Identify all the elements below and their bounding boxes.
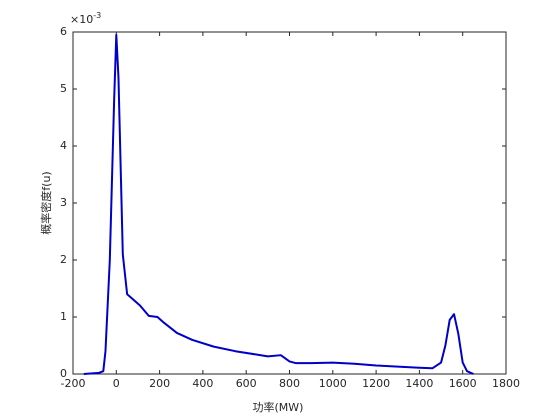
x-tick-label: 0	[113, 377, 120, 390]
y-tick-label: 5	[60, 82, 67, 95]
x-tick-label: 1600	[449, 377, 477, 390]
x-tick-label: -200	[61, 377, 86, 390]
multiplier-exponent: -3	[93, 11, 101, 20]
x-axis-label: 功率(MW)	[253, 400, 304, 414]
y-tick-label: 2	[60, 253, 67, 266]
x-tick-label: 1800	[492, 377, 520, 390]
x-tick-label: 200	[149, 377, 170, 390]
x-tick-label: 1000	[319, 377, 347, 390]
plot-box	[72, 31, 507, 375]
y-multiplier: ×10-3	[70, 11, 101, 27]
x-tick-label: 400	[192, 377, 213, 390]
y-tick-label: 6	[60, 25, 67, 38]
x-tick-label: 600	[236, 377, 257, 390]
y-axis-label: 概率密度f(u)	[39, 171, 53, 234]
y-tick-label: 0	[60, 367, 67, 380]
x-tick-label: 800	[279, 377, 300, 390]
y-tick-label: 4	[60, 139, 67, 152]
y-tick-label: 1	[60, 310, 67, 323]
x-tick-label: 1200	[362, 377, 390, 390]
multiplier-base: ×10	[70, 13, 93, 26]
x-tick-label: 1400	[405, 377, 433, 390]
y-tick-label: 3	[60, 196, 67, 209]
data-line	[83, 33, 474, 375]
